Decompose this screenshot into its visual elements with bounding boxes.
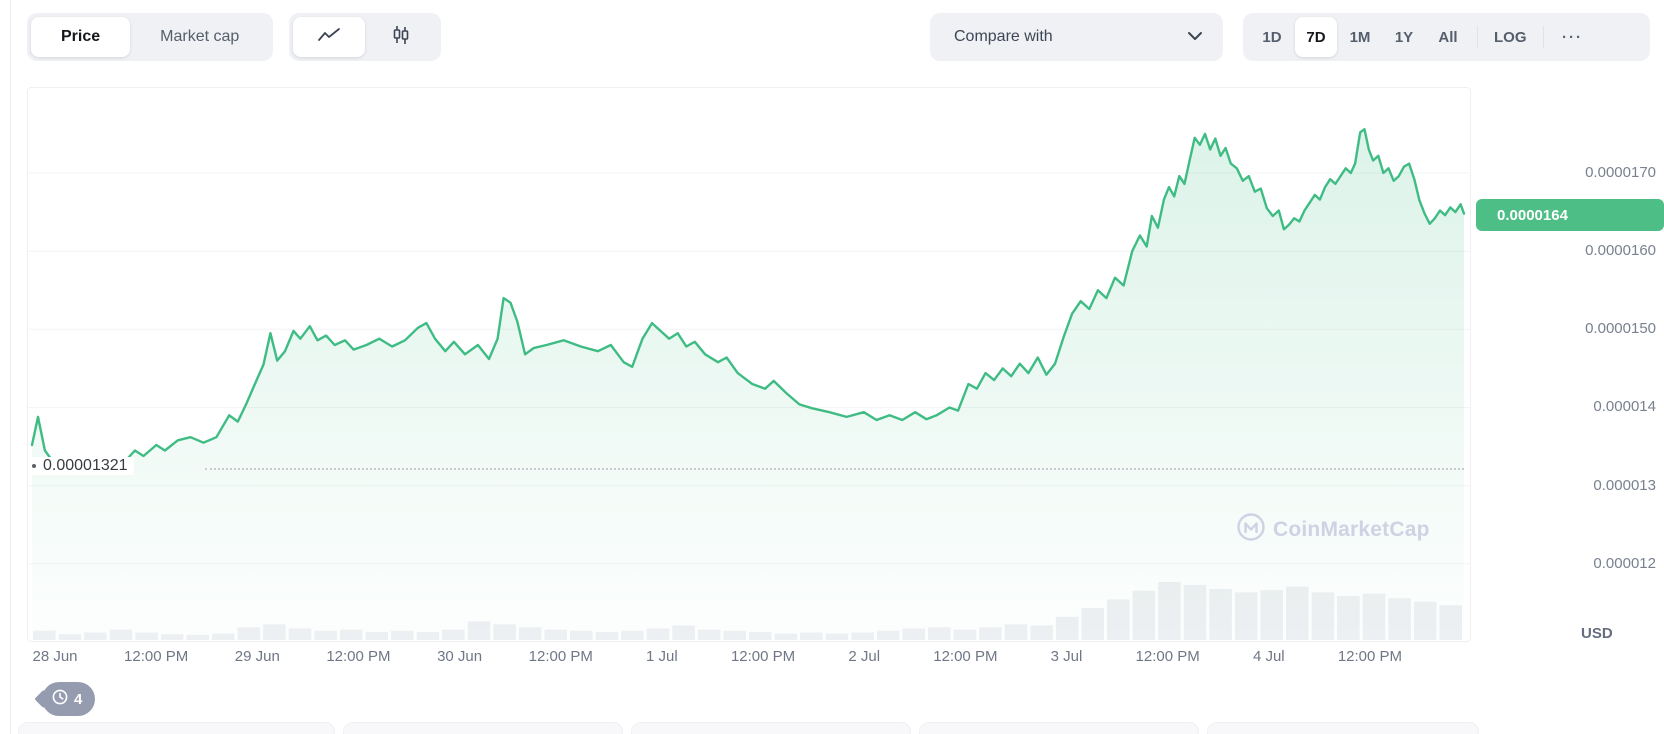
range-7d-button[interactable]: 7D: [1295, 17, 1337, 57]
y-axis-tick-label: 0.000013: [1593, 476, 1656, 494]
x-axis-tick-label: 12:00 PM: [730, 648, 796, 665]
min-price-dotted-line: [205, 468, 1464, 471]
line-chart-type-button[interactable]: [293, 17, 365, 57]
bottom-card-placeholder[interactable]: [343, 722, 623, 734]
history-replay-button[interactable]: 4: [42, 682, 96, 716]
divider: [1542, 26, 1544, 48]
bottom-card-placeholder[interactable]: [919, 722, 1199, 734]
candlestick-chart-type-button[interactable]: [365, 17, 437, 57]
x-axis-tick-label: 12:00 PM: [326, 648, 391, 665]
min-price-dot-icon: [32, 464, 36, 469]
x-axis-tick-label: 30 Jun: [437, 648, 483, 665]
time-range-selector: 1D 7D 1M 1Y All LOG ···: [1243, 13, 1650, 61]
x-axis-tick-label: 12:00 PM: [1135, 648, 1200, 665]
line-chart-icon: [317, 27, 341, 47]
range-1m-button[interactable]: 1M: [1349, 28, 1371, 46]
x-axis-tick-label: 3 Jul: [1050, 648, 1083, 665]
x-axis-tick-label: 1 Jul: [646, 648, 678, 665]
coinmarketcap-logo-icon: [1236, 512, 1266, 547]
tab-price[interactable]: Price: [31, 17, 131, 57]
x-axis-tick-label: 12:00 PM: [528, 648, 593, 665]
compare-with-dropdown[interactable]: Compare with: [930, 13, 1223, 61]
y-axis-tick-label: 0.000012: [1593, 554, 1656, 572]
compare-with-label: Compare with: [954, 28, 1053, 45]
y-axis-tick-label: 0.0000170: [1585, 163, 1656, 181]
x-axis-tick-label: 12:00 PM: [933, 648, 998, 665]
plot-border: [27, 87, 1471, 642]
currency-unit-label: USD: [1581, 625, 1613, 642]
price-area: [32, 129, 1464, 640]
range-all-button[interactable]: All: [1438, 28, 1458, 46]
bottom-card-placeholder[interactable]: [631, 722, 911, 734]
x-axis-tick-label: 29 Jun: [234, 648, 280, 665]
price-chart[interactable]: [27, 87, 1471, 642]
range-1y-button[interactable]: 1Y: [1394, 28, 1414, 46]
current-price-badge: 0.0000164: [1476, 199, 1664, 232]
min-price-annotation: 0.00001321: [32, 457, 134, 476]
x-axis-tick-label: 12:00 PM: [1337, 648, 1403, 665]
x-axis-tick-label: 28 Jun: [32, 648, 78, 665]
y-axis-tick-label: 0.000014: [1593, 398, 1656, 416]
y-axis-tick-label: 0.0000160: [1585, 242, 1656, 260]
coinmarketcap-watermark: CoinMarketCap: [1236, 512, 1430, 547]
chart-type-toggle: [289, 13, 441, 61]
log-scale-button[interactable]: LOG: [1494, 28, 1527, 46]
x-axis-tick-label: 4 Jul: [1252, 648, 1285, 665]
tab-market-cap[interactable]: Market cap: [160, 28, 240, 45]
range-1d-button[interactable]: 1D: [1262, 28, 1282, 46]
more-options-button[interactable]: ···: [1562, 28, 1583, 46]
y-axis-tick-label: 0.0000150: [1585, 320, 1656, 338]
price-line: [30, 127, 1466, 471]
metric-toggle: Price Market cap: [27, 13, 274, 61]
x-axis-tick-label: 12:00 PM: [124, 648, 189, 665]
history-count: 4: [74, 690, 83, 708]
panel-edge-divider: [10, 0, 11, 734]
x-axis-tick-label: 2 Jul: [848, 648, 881, 665]
watermark-text: CoinMarketCap: [1273, 517, 1430, 541]
candlestick-icon: [391, 25, 411, 50]
bottom-card-placeholder[interactable]: [18, 722, 335, 734]
chevron-down-icon: [1187, 28, 1203, 46]
min-price-value: 0.00001321: [43, 457, 128, 475]
history-clock-icon: [51, 688, 69, 711]
divider: [1477, 26, 1478, 48]
bottom-card-placeholder[interactable]: [1207, 722, 1479, 734]
